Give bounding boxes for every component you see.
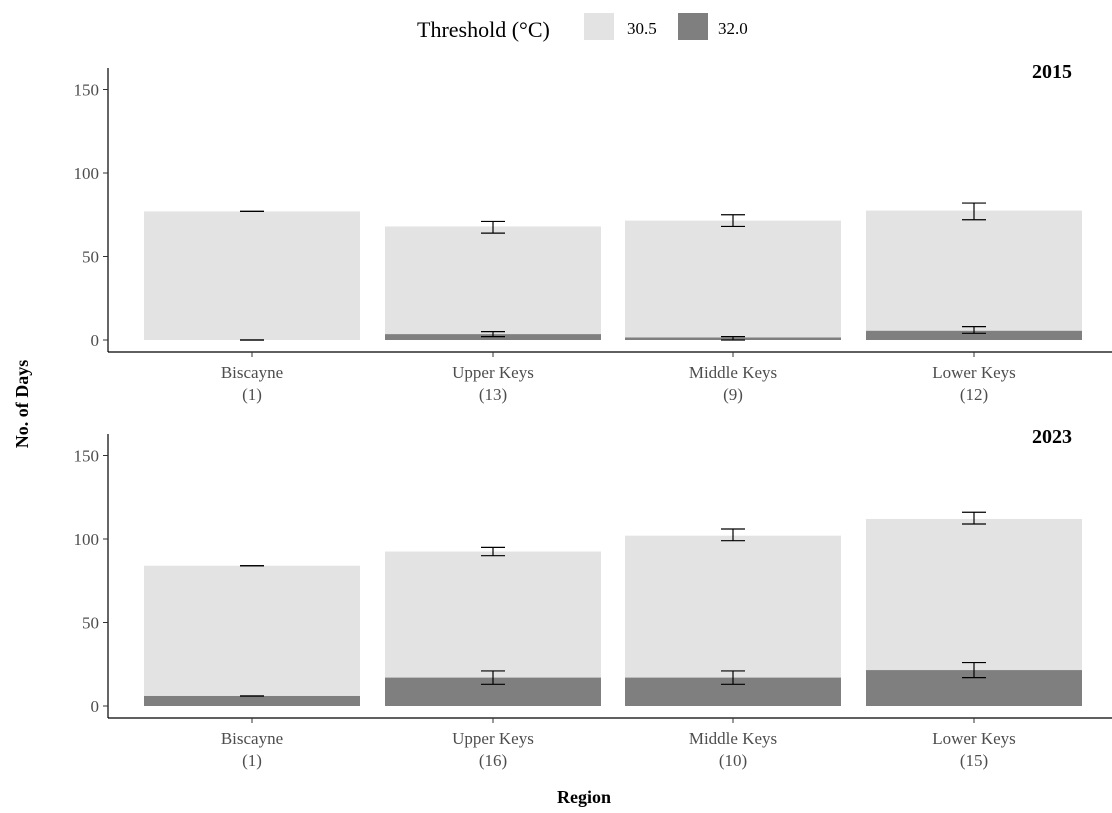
y-tick-label-2023-0: 0: [91, 697, 100, 716]
legend-key-32.0: [678, 13, 708, 40]
y-tick-label-2023-50: 50: [82, 614, 99, 633]
category-label-2015-2: Middle Keys: [689, 363, 777, 382]
bar-2023-32.0-biscayne: [144, 696, 360, 706]
bar-2015-30.5-upper-keys: [385, 226, 601, 340]
y-tick-label-2015-0: 0: [91, 331, 100, 350]
category-count-2023-0: (1): [242, 751, 262, 770]
category-label-2015-0: Biscayne: [221, 363, 283, 382]
category-count-2023-3: (15): [960, 751, 988, 770]
panel-2023: 0 50 100 150 Biscayne (1) Upper Keys (16) Middle…: [74, 426, 1112, 770]
legend-label-30.5: 30.5: [627, 19, 657, 38]
category-label-2023-2: Middle Keys: [689, 729, 777, 748]
category-label-2023-0: Biscayne: [221, 729, 283, 748]
legend-key-30.5: [584, 13, 614, 40]
y-axis-title: No. of Days: [12, 360, 32, 449]
y-tick-label-2023-150: 150: [74, 447, 100, 466]
bar-2015-30.5-biscayne: [144, 211, 360, 340]
legend: Threshold (°C) 30.5 32.0: [417, 13, 748, 42]
category-count-2015-1: (13): [479, 385, 507, 404]
category-count-2023-1: (16): [479, 751, 507, 770]
category-count-2015-0: (1): [242, 385, 262, 404]
category-count-2015-3: (12): [960, 385, 988, 404]
category-label-2015-3: Lower Keys: [932, 363, 1016, 382]
y-tick-label-2015-100: 100: [74, 164, 100, 183]
x-axis-title: Region: [557, 787, 611, 807]
panel-2015: 0 50 100 150 Biscayne (1) Upper Keys (13) Middle…: [74, 61, 1112, 404]
bar-2023-30.5-biscayne: [144, 566, 360, 706]
legend-title: Threshold (°C): [417, 17, 550, 42]
category-count-2023-2: (10): [719, 751, 747, 770]
bar-2015-30.5-lower-keys: [866, 211, 1082, 340]
panel-title-2015: 2015: [1032, 61, 1072, 83]
y-tick-label-2015-50: 50: [82, 248, 99, 267]
category-label-2015-1: Upper Keys: [452, 363, 534, 382]
category-label-2023-1: Upper Keys: [452, 729, 534, 748]
panel-title-2023: 2023: [1032, 426, 1072, 448]
bar-2015-30.5-middle-keys: [625, 221, 841, 340]
legend-label-32.0: 32.0: [718, 19, 748, 38]
y-tick-label-2023-100: 100: [74, 530, 100, 549]
y-tick-label-2015-150: 150: [74, 81, 100, 100]
category-count-2015-2: (9): [723, 385, 743, 404]
category-label-2023-3: Lower Keys: [932, 729, 1016, 748]
